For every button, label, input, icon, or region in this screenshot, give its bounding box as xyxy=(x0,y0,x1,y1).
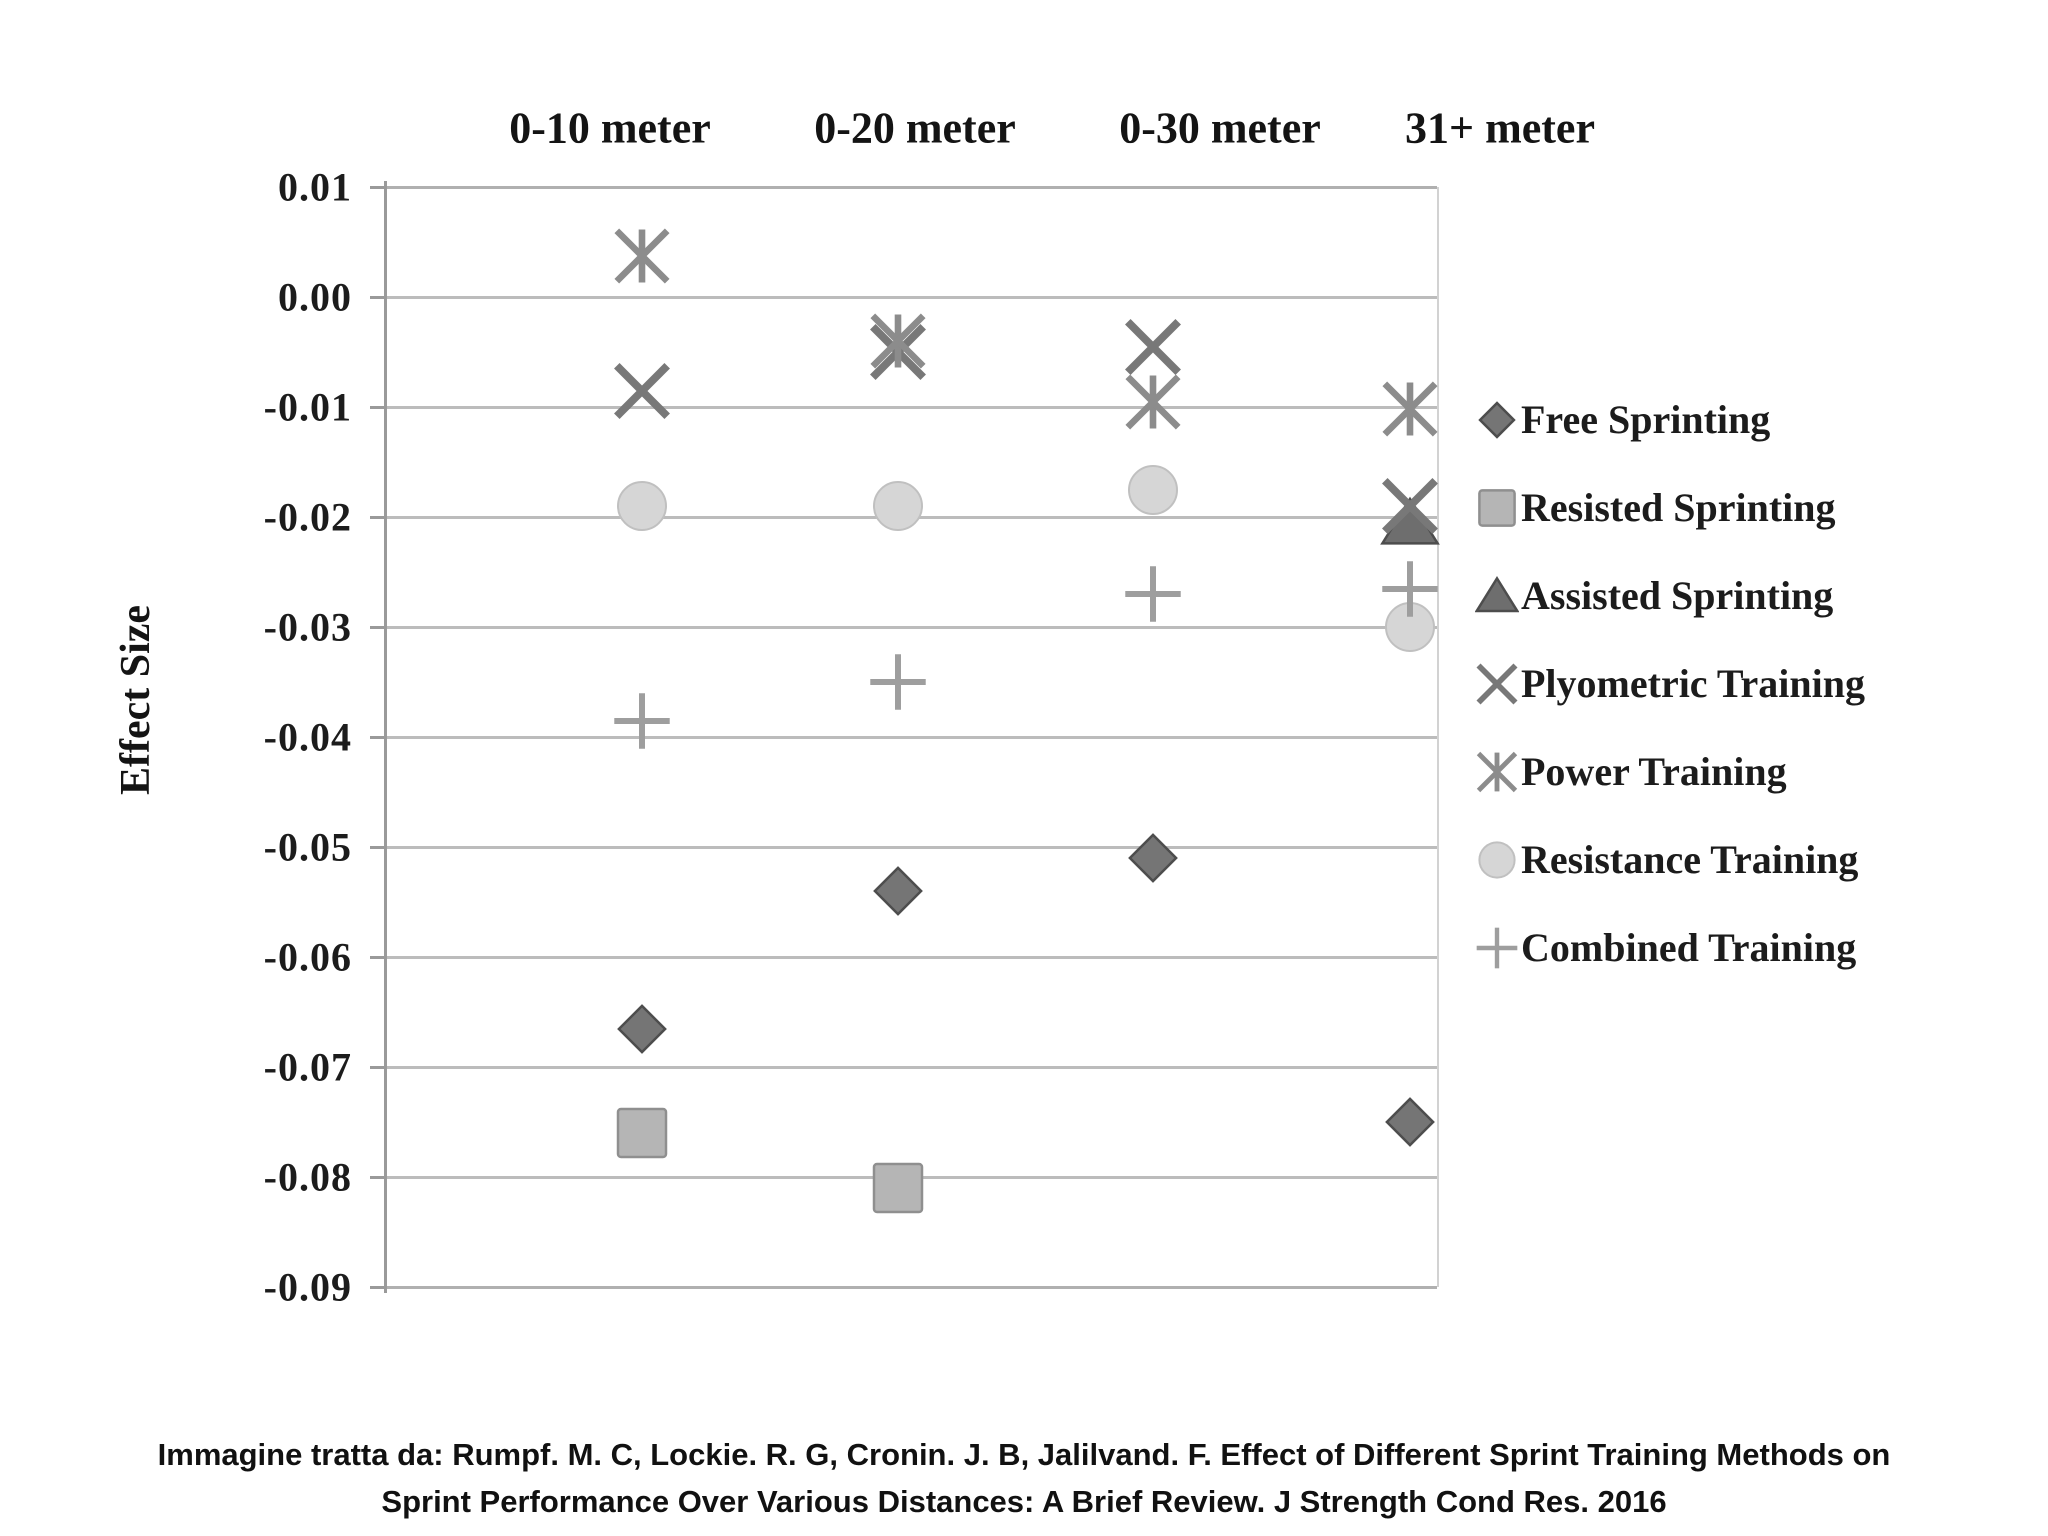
legend-item: Resistance Training xyxy=(1475,836,1858,883)
y-axis-tick xyxy=(370,735,385,739)
data-point-marker xyxy=(1123,564,1183,624)
gridline xyxy=(385,625,1437,629)
y-axis-tick xyxy=(370,515,385,519)
data-point-marker xyxy=(1123,317,1183,377)
column-header: 0-30 meter xyxy=(1119,103,1321,153)
legend-asterisk-icon xyxy=(1475,750,1519,794)
legend-diamond-icon xyxy=(1475,398,1519,442)
data-point-marker xyxy=(868,476,928,536)
data-point-marker xyxy=(868,861,928,921)
y-axis-tick xyxy=(370,625,385,629)
y-tick-label: -0.08 xyxy=(263,1154,352,1200)
legend-label: Resisted Sprinting xyxy=(1521,485,1836,530)
y-tick-label: -0.09 xyxy=(263,1264,352,1310)
legend-item: Free Sprinting xyxy=(1475,396,1770,443)
y-axis-tick xyxy=(370,1065,385,1069)
y-tick-label: 0.00 xyxy=(278,274,352,320)
gridline xyxy=(385,405,1437,409)
gridline xyxy=(385,955,1437,959)
legend-label: Resistance Training xyxy=(1521,837,1859,882)
data-point-marker xyxy=(1380,379,1440,439)
data-point-marker xyxy=(1380,1092,1440,1152)
y-tick-label: -0.07 xyxy=(263,1044,352,1090)
legend-x-icon xyxy=(1475,662,1519,706)
y-axis-tick xyxy=(370,185,385,189)
legend-label: Free Sprinting xyxy=(1521,397,1771,442)
data-point-marker xyxy=(1380,559,1440,619)
gridline xyxy=(385,295,1437,299)
legend-label: Plyometric Training xyxy=(1521,661,1866,706)
y-tick-label: -0.01 xyxy=(263,384,352,430)
legend-label: Power Training xyxy=(1521,749,1787,794)
legend-triangle-icon xyxy=(1474,574,1520,618)
legend-circle-icon xyxy=(1475,838,1519,882)
gridline xyxy=(385,185,1437,189)
gridline xyxy=(385,845,1437,849)
data-point-marker xyxy=(1380,476,1440,536)
legend-label: Combined Training xyxy=(1521,925,1857,970)
y-axis-tick xyxy=(370,955,385,959)
legend-item: Combined Training xyxy=(1475,924,1856,971)
y-tick-label: -0.06 xyxy=(263,934,352,980)
data-point-marker xyxy=(1123,828,1183,888)
data-point-marker xyxy=(1123,460,1183,520)
legend-square-icon xyxy=(1475,486,1519,530)
data-point-marker xyxy=(868,652,928,712)
figure-caption: Immagine tratta da: Rumpf. M. C, Lockie.… xyxy=(157,1437,1891,1519)
y-axis-line xyxy=(384,181,387,1293)
y-axis-tick xyxy=(370,295,385,299)
data-point-marker xyxy=(868,1158,928,1218)
y-axis-tick xyxy=(370,1175,385,1179)
y-tick-label: -0.04 xyxy=(263,714,352,760)
gridline xyxy=(385,1285,1437,1289)
data-point-marker xyxy=(612,361,672,421)
data-point-marker xyxy=(868,311,928,371)
data-point-marker xyxy=(612,226,672,286)
y-tick-label: -0.02 xyxy=(263,494,352,540)
data-point-marker xyxy=(612,691,672,751)
plot-right-border xyxy=(1437,187,1439,1287)
legend-item: Resisted Sprinting xyxy=(1475,484,1836,531)
y-tick-label: -0.05 xyxy=(263,824,352,870)
data-point-marker xyxy=(612,476,672,536)
data-point-marker xyxy=(612,1103,672,1163)
y-axis-tick xyxy=(370,845,385,849)
data-point-marker xyxy=(612,999,672,1059)
y-axis-tick xyxy=(370,1285,385,1289)
gridline xyxy=(385,1065,1437,1069)
legend-plus-icon xyxy=(1475,926,1519,970)
y-tick-label: -0.03 xyxy=(263,604,352,650)
y-tick-label: 0.01 xyxy=(278,164,352,210)
column-header: 31+ meter xyxy=(1405,103,1595,153)
scatter-chart: 0.01 0.00 -0.01 -0.02 -0.03 -0.04 -0.05 -0.06 -0… xyxy=(113,103,1865,1310)
data-point-marker xyxy=(1123,372,1183,432)
legend-item: Power Training xyxy=(1475,748,1787,795)
legend-item: Assisted Sprinting xyxy=(1474,572,1834,619)
column-header: 0-10 meter xyxy=(509,103,711,153)
legend-item: Plyometric Training xyxy=(1475,660,1865,707)
y-axis-title: Effect Size xyxy=(113,604,159,796)
legend-label: Assisted Sprinting xyxy=(1521,573,1834,618)
gridline xyxy=(385,735,1437,739)
y-axis-tick xyxy=(370,405,385,409)
column-header: 0-20 meter xyxy=(814,103,1016,153)
